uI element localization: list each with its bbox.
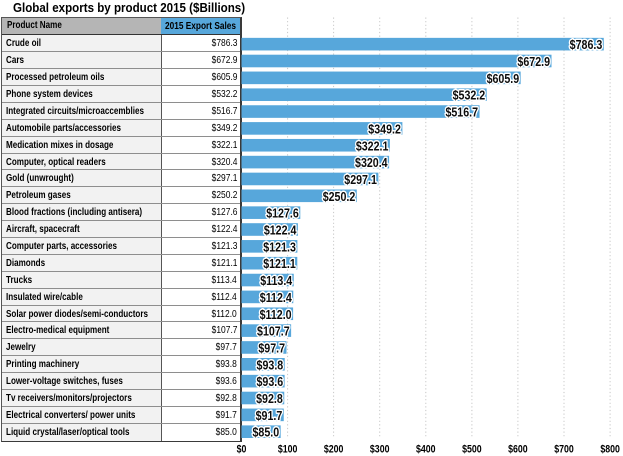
svg-text:$322.1: $322.1 <box>356 138 389 153</box>
svg-text:$532.2: $532.2 <box>453 88 486 103</box>
svg-text:$112.4: $112.4 <box>260 290 292 305</box>
svg-text:$297.1: $297.1 <box>344 172 377 187</box>
svg-text:$349.2: $349.2 <box>368 121 401 136</box>
svg-text:$112.0: $112.0 <box>260 307 292 322</box>
svg-text:$92.8: $92.8 <box>256 391 283 406</box>
svg-text:$127.6: $127.6 <box>266 206 299 221</box>
svg-text:$85.0: $85.0 <box>253 425 280 440</box>
svg-text:$200: $200 <box>324 443 344 455</box>
svg-text:$121.3: $121.3 <box>263 239 296 254</box>
svg-text:$300: $300 <box>370 443 390 455</box>
svg-text:$121.1: $121.1 <box>263 256 296 271</box>
svg-text:$700: $700 <box>554 443 574 455</box>
svg-text:$605.9: $605.9 <box>487 71 520 86</box>
svg-text:$786.3: $786.3 <box>570 37 603 52</box>
svg-text:$500: $500 <box>462 443 482 455</box>
svg-text:$100: $100 <box>278 443 298 455</box>
svg-text:$113.4: $113.4 <box>260 273 292 288</box>
svg-text:$93.6: $93.6 <box>256 374 283 389</box>
svg-text:$800: $800 <box>600 443 620 455</box>
svg-text:$93.8: $93.8 <box>257 357 284 372</box>
svg-text:$672.9: $672.9 <box>517 54 550 69</box>
svg-text:$400: $400 <box>416 443 436 455</box>
svg-text:$97.7: $97.7 <box>258 340 285 355</box>
svg-text:$250.2: $250.2 <box>323 189 356 204</box>
svg-text:$516.7: $516.7 <box>445 105 478 120</box>
svg-text:$91.7: $91.7 <box>256 408 283 423</box>
svg-text:$107.7: $107.7 <box>257 324 290 339</box>
svg-text:$122.4: $122.4 <box>264 222 297 237</box>
svg-text:$600: $600 <box>508 443 528 455</box>
svg-text:$0: $0 <box>237 443 247 455</box>
svg-text:$320.4: $320.4 <box>355 155 388 170</box>
